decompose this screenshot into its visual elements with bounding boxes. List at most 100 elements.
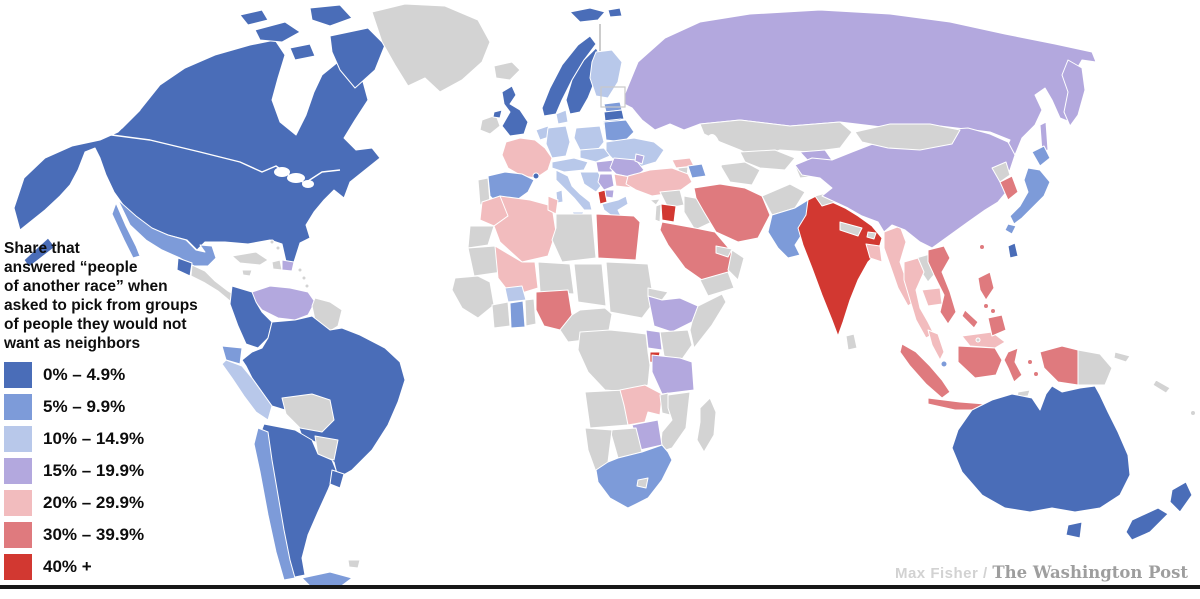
legend-swatch bbox=[4, 458, 32, 484]
region-mongolia bbox=[854, 123, 961, 151]
legend-title-line: answered “people bbox=[4, 259, 138, 276]
region-kenya bbox=[659, 329, 693, 363]
region-usa-canada bbox=[13, 39, 381, 267]
region-papua-new-guinea bbox=[1077, 349, 1113, 386]
region-peru bbox=[221, 359, 273, 421]
region-philippines-luzon bbox=[977, 271, 995, 301]
region-gulf-states bbox=[715, 245, 733, 258]
region-hong-kong-dot bbox=[979, 244, 985, 250]
legend-label: 30% – 39.9% bbox=[43, 525, 145, 544]
region-somalia bbox=[689, 293, 727, 349]
region-guatemala bbox=[176, 257, 193, 277]
region-aleutians bbox=[23, 237, 56, 268]
region-mexico bbox=[117, 199, 217, 267]
region-macedonia bbox=[604, 189, 615, 199]
region-south-africa bbox=[595, 444, 673, 509]
region-japan-hokkaido bbox=[1031, 145, 1051, 167]
region-croatia-bosnia bbox=[579, 171, 605, 193]
region-libya bbox=[551, 213, 597, 263]
region-moldova bbox=[634, 153, 645, 165]
region-sumatra bbox=[899, 343, 951, 399]
region-bolivia bbox=[281, 393, 335, 433]
region-jordan bbox=[660, 203, 677, 223]
region-andorra-dot bbox=[532, 172, 540, 180]
region-czech-slovakia bbox=[579, 147, 611, 163]
region-azerbaijan bbox=[687, 163, 707, 179]
legend-label: 0% – 4.9% bbox=[43, 365, 126, 384]
region-japan-kyushu bbox=[1004, 223, 1017, 235]
legend-item: 15% – 19.9% bbox=[4, 455, 214, 487]
region-yemen bbox=[699, 271, 735, 297]
region-egypt bbox=[595, 213, 641, 261]
region-cuba bbox=[231, 251, 269, 266]
region-pakistan bbox=[767, 199, 816, 259]
attribution: Max Fisher / The Washington Post bbox=[895, 563, 1188, 582]
legend-title-line: asked to pick from groups bbox=[4, 297, 198, 314]
legend-item: 30% – 39.9% bbox=[4, 519, 214, 551]
region-latvia bbox=[603, 109, 625, 122]
region-norway bbox=[541, 35, 597, 117]
region-malaysia-peninsula bbox=[927, 329, 945, 361]
region-algeria bbox=[493, 195, 557, 263]
region-sulawesi bbox=[1003, 347, 1023, 383]
region-mali bbox=[494, 245, 539, 297]
region-uruguay bbox=[329, 469, 345, 489]
region-iran bbox=[693, 183, 771, 243]
region-greenland bbox=[371, 3, 491, 93]
region-vietnam bbox=[927, 245, 957, 325]
region-uganda bbox=[645, 329, 663, 351]
legend-swatch bbox=[4, 522, 32, 548]
legend-title-line: Share that bbox=[4, 240, 80, 257]
region-thailand bbox=[903, 257, 935, 339]
legend-item: 0% – 4.9% bbox=[4, 359, 214, 391]
attribution-separator: / bbox=[983, 565, 988, 582]
region-madagascar bbox=[696, 397, 717, 453]
legend-label: 20% – 29.9% bbox=[43, 493, 145, 512]
legend-title: Share that answered “people of another r… bbox=[4, 239, 214, 353]
region-oman bbox=[727, 249, 745, 281]
region-sri-lanka bbox=[845, 333, 858, 351]
legend-label: 10% – 14.9% bbox=[43, 429, 145, 448]
region-baja bbox=[111, 202, 141, 259]
region-ghana bbox=[509, 300, 526, 329]
inset-box-baltics bbox=[600, 86, 626, 108]
region-taiwan bbox=[1007, 242, 1019, 259]
region-drc bbox=[577, 329, 651, 393]
region-malaysia-borneo bbox=[961, 331, 1006, 349]
legend-title-line: of another race” when bbox=[4, 278, 168, 295]
region-belarus bbox=[603, 119, 635, 143]
region-albania bbox=[597, 189, 608, 205]
region-ecuador bbox=[221, 345, 243, 365]
region-turkey bbox=[625, 167, 693, 197]
region-russia bbox=[623, 9, 1097, 156]
legend-label: 15% – 19.9% bbox=[43, 461, 145, 480]
region-tierra-del-fuego bbox=[301, 571, 353, 588]
region-canadian-arctic bbox=[254, 21, 301, 43]
region-dominican-republic bbox=[281, 259, 295, 272]
legend-item: 5% – 9.9% bbox=[4, 391, 214, 423]
region-tasmania bbox=[1065, 521, 1083, 539]
region-sudan bbox=[605, 261, 655, 319]
region-paraguay bbox=[314, 435, 339, 461]
region-kamchatka bbox=[1061, 59, 1086, 127]
region-new-zealand-south bbox=[1125, 507, 1169, 541]
legend-label: 5% – 9.9% bbox=[43, 397, 126, 416]
region-united-kingdom bbox=[501, 85, 529, 137]
region-zambia bbox=[619, 384, 663, 426]
region-germany bbox=[545, 125, 571, 159]
region-france bbox=[501, 137, 553, 179]
region-tanzania bbox=[651, 354, 695, 395]
legend-swatch bbox=[4, 554, 32, 580]
inset-box-pacific-northwest bbox=[92, 103, 105, 135]
region-haiti bbox=[271, 259, 283, 271]
region-afghanistan bbox=[761, 183, 806, 216]
legend-swatch bbox=[4, 490, 32, 516]
region-hungary bbox=[595, 159, 615, 173]
region-australia bbox=[951, 385, 1131, 513]
region-south-korea bbox=[999, 175, 1019, 201]
region-turkmenistan bbox=[719, 161, 761, 186]
region-finland bbox=[589, 49, 623, 99]
us-canada-border bbox=[103, 133, 341, 184]
